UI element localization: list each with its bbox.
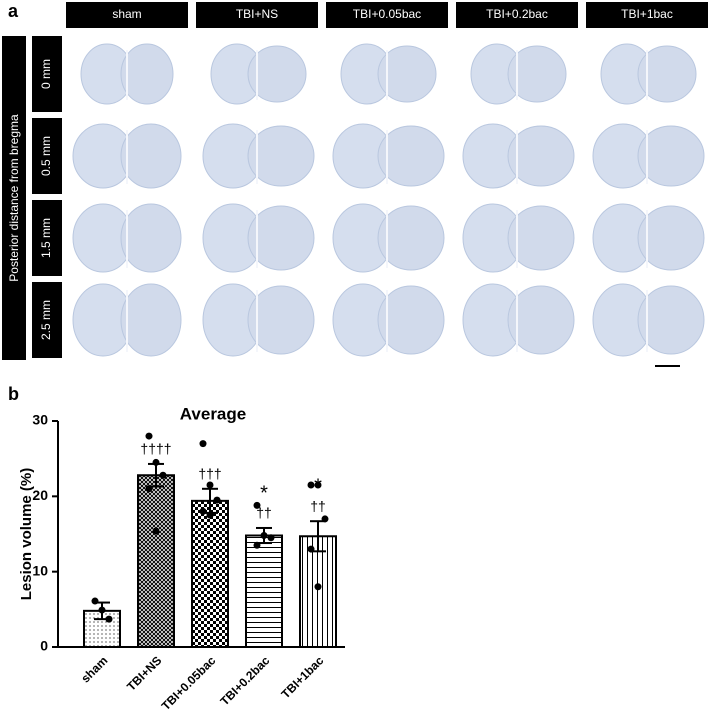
- data-point: [314, 583, 322, 591]
- y-tick-label: 10: [32, 562, 48, 578]
- row-header-box: [32, 36, 62, 112]
- column-header-box: [456, 2, 578, 28]
- y-axis-label: Lesion volume (%): [18, 468, 35, 601]
- brain-section: [637, 205, 705, 271]
- data-point: [253, 501, 261, 509]
- data-point: [260, 532, 268, 540]
- brain-section: [120, 43, 174, 105]
- column-header: TBI+0.05bac: [353, 7, 421, 21]
- x-tick-label: TBI+NS: [124, 653, 164, 693]
- data-point: [206, 481, 214, 489]
- brain-section: [377, 205, 445, 271]
- significance-star: *: [314, 475, 322, 497]
- brain-section: [637, 285, 705, 355]
- column-header-box: [196, 2, 318, 28]
- row-header: 0 mm: [39, 59, 53, 89]
- data-point: [206, 511, 214, 519]
- x-tick-label: TBI+1bac: [278, 653, 326, 701]
- brain-section: [120, 283, 182, 357]
- column-header: TBI+0.2bac: [486, 7, 548, 21]
- row-header-box: [32, 282, 62, 358]
- panel-label: b: [8, 384, 19, 404]
- data-point: [213, 496, 221, 504]
- data-point: [307, 481, 315, 489]
- data-point: [159, 471, 167, 479]
- brain-section: [507, 285, 575, 355]
- brain-section: [247, 45, 307, 103]
- data-point: [145, 432, 153, 440]
- data-point: [152, 527, 160, 535]
- brain-section: [507, 125, 575, 187]
- column-header: sham: [112, 7, 141, 21]
- y-tick-label: 30: [32, 412, 48, 428]
- significance-dagger: ††††: [140, 441, 171, 457]
- panel-label: a: [8, 1, 19, 21]
- data-point: [105, 615, 113, 623]
- y-tick-label: 0: [40, 638, 48, 654]
- data-point: [98, 606, 106, 614]
- data-point: [314, 481, 322, 489]
- data-point: [145, 485, 153, 493]
- column-header-box: [586, 2, 708, 28]
- bar: [137, 474, 175, 648]
- chart-title: Average: [180, 404, 246, 423]
- brain-section: [377, 285, 445, 355]
- brain-section: [377, 45, 437, 103]
- brain-section: [377, 125, 445, 187]
- data-point: [152, 458, 160, 466]
- brain-section: [637, 45, 697, 103]
- data-point: [199, 440, 207, 448]
- column-header: TBI+NS: [236, 7, 278, 21]
- column-header-box: [326, 2, 448, 28]
- data-point: [91, 597, 99, 605]
- bar: [191, 499, 229, 648]
- brain-section: [120, 203, 182, 273]
- brain-section: [637, 125, 705, 187]
- row-axis-box: [2, 36, 26, 360]
- brain-section: [120, 123, 182, 189]
- row-header: 2.5 mm: [39, 300, 53, 340]
- data-point: [199, 507, 207, 515]
- significance-dagger: †††: [198, 466, 221, 482]
- brain-section: [507, 45, 567, 103]
- row-header-box: [32, 200, 62, 276]
- column-header: TBI+1bac: [621, 7, 673, 21]
- row-axis-label: Posterior distance from bregma: [7, 114, 21, 282]
- y-tick-label: 20: [32, 487, 48, 503]
- column-header-box: [66, 2, 188, 28]
- bar: [245, 534, 283, 648]
- brain-section: [247, 125, 315, 187]
- significance-star: *: [260, 482, 268, 504]
- significance-dagger: ††: [256, 505, 272, 521]
- significance-dagger: ††: [310, 498, 326, 514]
- bar: [299, 535, 337, 649]
- data-point: [321, 515, 329, 523]
- row-header: 1.5 mm: [39, 218, 53, 258]
- brain-section: [247, 285, 315, 355]
- data-point: [267, 534, 275, 542]
- brain-section: [247, 205, 315, 271]
- x-tick-label: sham: [78, 653, 110, 685]
- brain-section: [507, 205, 575, 271]
- row-header-box: [32, 118, 62, 194]
- x-tick-label: TBI+0.05bac: [159, 653, 219, 713]
- row-header: 0.5 mm: [39, 136, 53, 176]
- data-point: [253, 541, 261, 549]
- x-tick-label: TBI+0.2bac: [217, 653, 272, 708]
- data-point: [307, 545, 315, 553]
